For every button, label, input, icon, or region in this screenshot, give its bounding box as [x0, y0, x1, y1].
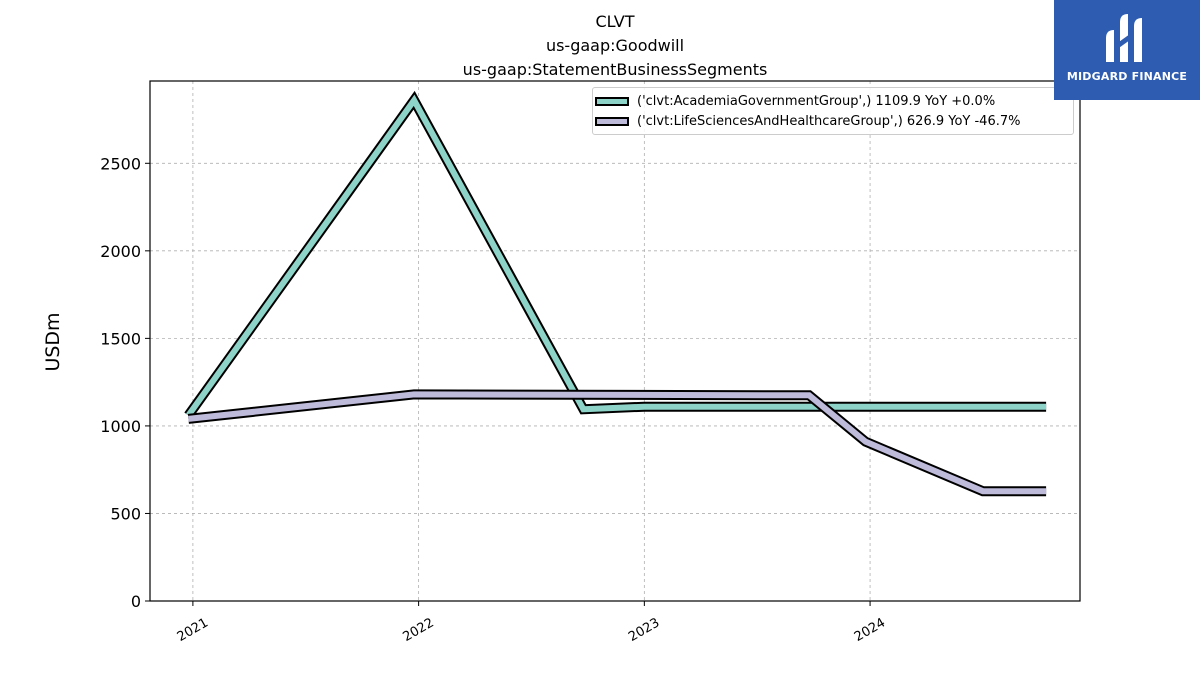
x-tick-label: 2024	[852, 615, 888, 645]
legend-item: ('clvt:LifeSciencesAndHealthcareGroup',)…	[593, 111, 1020, 131]
y-axis: 0 500 1000 1500 2000 2500	[100, 154, 150, 611]
y-tick-label: 2500	[100, 154, 141, 173]
grid	[150, 81, 1080, 601]
series-line	[185, 94, 1047, 418]
x-tick-label: 2021	[175, 615, 211, 645]
logo: MIDGARD FINANCE	[1054, 0, 1200, 100]
x-tick-label: 2023	[626, 615, 662, 645]
y-tick-label: 2000	[100, 242, 141, 261]
y-tick-label: 1500	[100, 329, 141, 348]
legend-label: ('clvt:LifeSciencesAndHealthcareGroup',)…	[637, 113, 1021, 129]
title-line-1: CLVT	[595, 12, 635, 31]
logo-mark-icon	[1106, 14, 1142, 62]
plot-frame	[149, 80, 1081, 602]
series-line	[188, 391, 1047, 495]
legend-item: ('clvt:AcademiaGovernmentGroup',) 1109.9…	[593, 91, 995, 111]
logo-text: MIDGARD FINANCE	[1066, 70, 1188, 83]
y-axis-label: USDm	[42, 312, 64, 372]
title-line-3: us-gaap:StatementBusinessSegments	[462, 60, 768, 79]
x-axis: 2021 2022 2023 2024	[175, 601, 888, 645]
legend: ('clvt:AcademiaGovernmentGroup',) 1109.9…	[592, 87, 1074, 135]
chart-title: CLVT us-gaap:Goodwill us-gaap:StatementB…	[150, 10, 1080, 82]
title-line-2: us-gaap:Goodwill	[545, 36, 685, 55]
series-outline	[184, 90, 1047, 419]
y-tick-label: 1000	[100, 417, 141, 436]
x-tick-label: 2022	[400, 615, 436, 645]
legend-swatch	[595, 96, 629, 106]
legend-label: ('clvt:AcademiaGovernmentGroup',) 1109.9…	[637, 93, 996, 109]
y-tick-label: 500	[110, 504, 141, 523]
legend-swatch	[595, 116, 629, 126]
series-lines	[184, 90, 1047, 497]
y-tick-label: 0	[131, 592, 141, 611]
